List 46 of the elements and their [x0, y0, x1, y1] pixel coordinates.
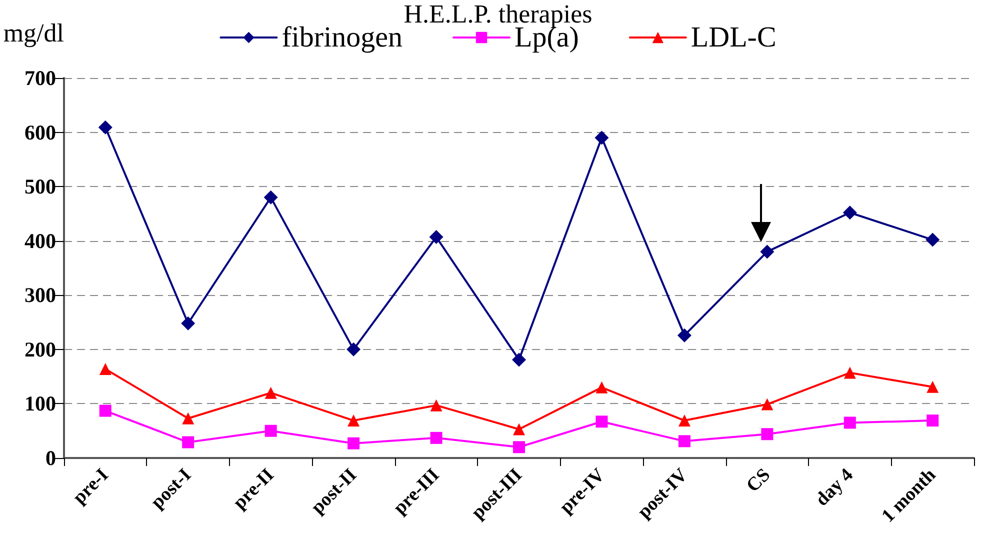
point [264, 190, 278, 204]
x-tick-label: day 4 [812, 464, 858, 510]
y-tick-label: 200 [24, 337, 56, 362]
y-tick-label: 300 [24, 283, 56, 308]
point [182, 412, 194, 424]
y-tick-label: 700 [24, 66, 56, 90]
point [99, 362, 112, 375]
point [348, 437, 360, 450]
point [678, 435, 690, 448]
point [596, 416, 608, 428]
point [678, 414, 690, 427]
point [181, 316, 196, 330]
point [760, 244, 774, 259]
point [926, 414, 939, 427]
point [348, 414, 360, 427]
point [513, 441, 525, 454]
point [926, 232, 940, 247]
y-tick-label: 600 [24, 120, 56, 144]
point [512, 352, 526, 367]
point [761, 428, 774, 440]
y-tick-label: 100 [24, 392, 56, 416]
point [844, 366, 856, 379]
point [596, 381, 608, 394]
y-tick-label: 400 [24, 228, 56, 253]
point [98, 120, 112, 134]
point [430, 399, 442, 412]
point [429, 230, 444, 244]
y-axis-title: mg/dl [3, 18, 64, 48]
point [842, 206, 857, 220]
point [182, 436, 194, 448]
legend-label: fibrinogen [282, 22, 404, 54]
point [346, 342, 361, 356]
point [761, 398, 774, 410]
x-tick-label: CS [742, 464, 775, 497]
y-tick-label: 500 [24, 174, 56, 199]
point [264, 386, 277, 399]
point [264, 424, 277, 437]
point [594, 130, 609, 145]
point [99, 404, 112, 417]
y-tick-label: 0 [46, 446, 56, 470]
point [430, 432, 442, 444]
legend-label: LDL-C [690, 22, 776, 54]
point [513, 423, 525, 436]
point [844, 416, 856, 429]
point [926, 380, 939, 393]
point [677, 328, 692, 342]
